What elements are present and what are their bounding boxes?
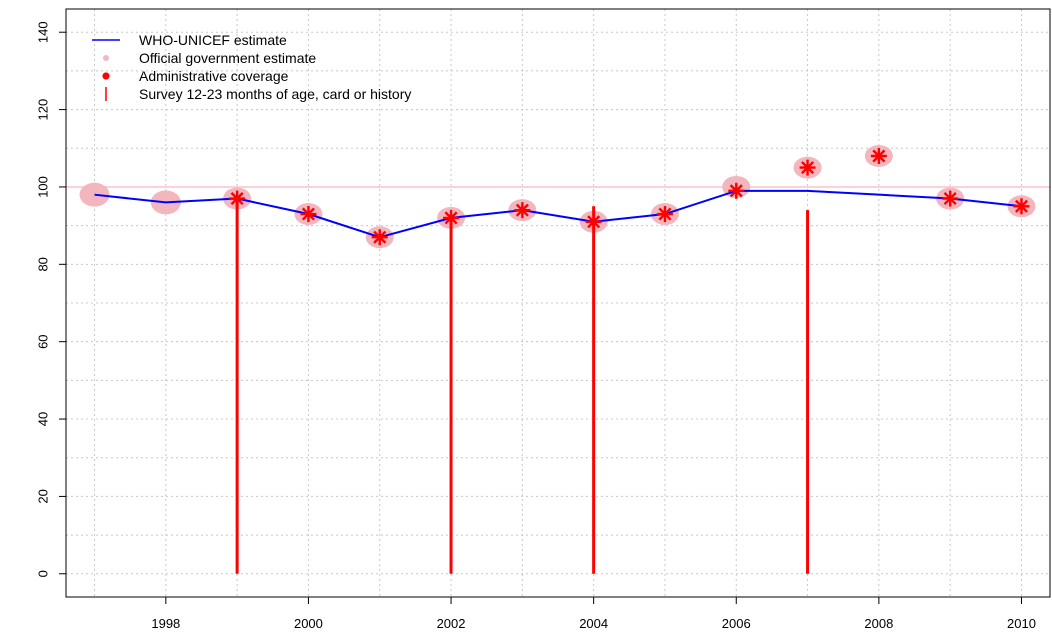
survey-layer xyxy=(235,198,810,574)
administrative-coverage-point xyxy=(656,206,673,223)
y-tick-label: 80 xyxy=(36,257,51,271)
legend-asterisk-icon xyxy=(102,72,110,80)
x-tick-label: 2000 xyxy=(294,616,323,631)
x-tick-label: 1998 xyxy=(151,616,180,631)
x-tick-label: 2008 xyxy=(864,616,893,631)
administrative-coverage-point xyxy=(229,190,246,207)
y-tick-label: 40 xyxy=(36,412,51,426)
administrative-coverage-point xyxy=(443,209,460,226)
legend-label: Administrative coverage xyxy=(139,68,289,84)
who-unicef-estimate-line xyxy=(94,189,1022,239)
y-tick-label: 100 xyxy=(36,176,51,198)
legend: WHO-UNICEF estimate Official government e… xyxy=(92,32,411,102)
legend-label: Survey 12-23 months of age, card or hist… xyxy=(139,86,411,102)
axis-layer: 1998 2000 2002 2004 2006 2008 2010 0 20 40 60 80 100… xyxy=(36,21,1036,631)
administrative-coverage-point xyxy=(870,148,887,164)
x-tick-label: 2002 xyxy=(437,616,466,631)
plot-border xyxy=(65,8,1051,598)
legend-label: WHO-UNICEF estimate xyxy=(139,32,287,48)
legend-label: Official government estimate xyxy=(139,50,316,66)
administrative-coverage-point xyxy=(1013,198,1030,215)
administrative-coverage-point xyxy=(585,213,602,230)
government-estimate-layer xyxy=(79,145,1036,249)
x-tick-label: 2006 xyxy=(722,616,751,631)
administrative-coverage-point xyxy=(300,206,317,223)
y-tick-label: 20 xyxy=(36,489,51,503)
administrative-coverage-point xyxy=(728,182,745,199)
x-tick-label: 2010 xyxy=(1007,616,1036,631)
administrative-coverage-layer xyxy=(229,148,1030,246)
legend-dot-icon xyxy=(103,55,109,61)
administrative-coverage-point xyxy=(942,190,959,207)
y-tick-label: 140 xyxy=(36,21,51,43)
y-tick-label: 60 xyxy=(36,334,51,348)
y-tick-label: 0 xyxy=(36,570,51,577)
administrative-coverage-point xyxy=(799,159,816,176)
administrative-coverage-point xyxy=(371,229,388,246)
administrative-coverage-point xyxy=(514,202,531,219)
y-tick-label: 120 xyxy=(36,99,51,121)
x-tick-label: 2004 xyxy=(579,616,608,631)
